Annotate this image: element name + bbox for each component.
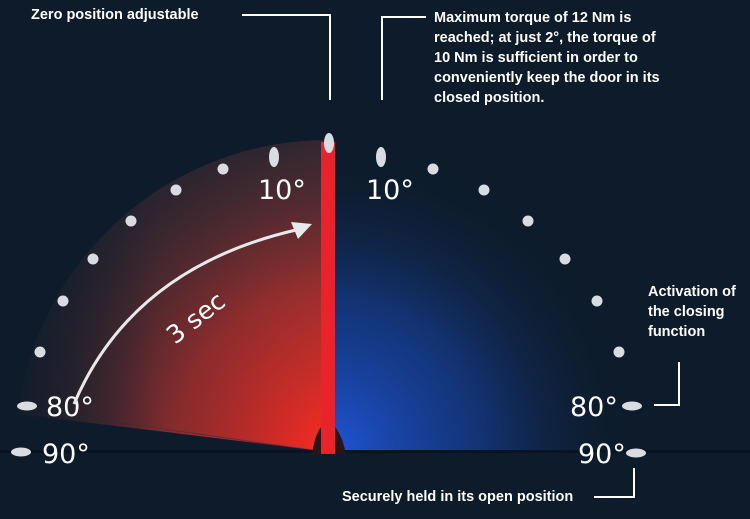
angle-markers [11,133,646,458]
note-zero-position: Zero position adjustable [31,7,199,23]
note-open-position: Securely held in its open position [342,489,574,505]
marker-left-f [34,346,46,358]
marker-left-b [170,184,182,196]
closing-arrow-head [291,222,312,239]
marker-left-a [217,163,229,175]
marker-right-c [522,215,534,227]
marker-right-b [478,184,490,196]
label-right-80: 80° [570,392,618,423]
closing-arrow [72,228,297,405]
marker-right-10 [376,147,386,167]
open-zone-sector [330,140,642,452]
label-left-90: 90° [42,439,90,470]
label-left-80: 80° [46,392,94,423]
leader-torque [381,16,426,100]
marker-right-80 [622,401,642,411]
marker-left-10 [269,147,279,167]
leader-zero [242,14,331,100]
marker-left-c [125,215,137,227]
label-right-10: 10° [366,175,414,206]
leader-activation [654,362,680,406]
marker-0 [324,133,334,153]
marker-left-80 [17,401,37,411]
floor-line [0,450,750,453]
marker-right-f [613,346,625,358]
label-left-10: 10° [258,175,306,206]
note-max-torque: Maximum torque of 12 Nm is reached; at j… [434,10,660,106]
marker-right-90 [626,448,646,458]
marker-left-d [87,253,99,265]
label-right-90: 90° [578,439,626,470]
marker-left-90 [11,447,31,457]
closing-zone-fade [18,139,330,453]
marker-right-d [559,253,571,265]
closing-zone-base-shade [30,410,330,452]
marker-right-a [427,163,439,175]
door-bar [321,142,335,454]
marker-right-e [591,295,603,307]
leader-open [594,468,635,498]
marker-left-e [57,295,69,307]
note-activation: Activation of the closing function [648,284,736,340]
leader-lines [242,14,680,498]
